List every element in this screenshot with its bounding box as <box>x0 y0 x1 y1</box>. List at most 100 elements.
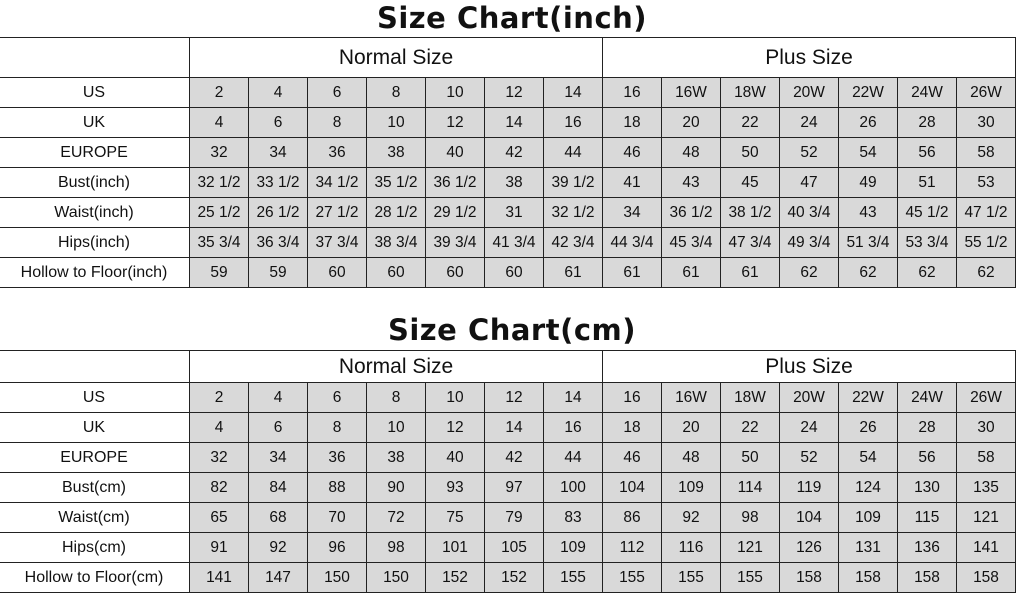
size-cell: 14 <box>543 77 603 108</box>
size-cell: 10 <box>366 412 426 443</box>
size-cell: 40 3/4 <box>779 197 839 228</box>
size-cell: 18 <box>602 412 662 443</box>
size-cell: 52 <box>779 137 839 168</box>
size-cell: 58 <box>956 442 1016 473</box>
size-cell: 53 3/4 <box>897 227 957 258</box>
size-cell: 121 <box>956 502 1016 533</box>
size-cell: 104 <box>602 472 662 503</box>
size-cell: 8 <box>307 107 367 138</box>
size-cell: 61 <box>543 257 603 288</box>
size-cell: 75 <box>425 502 485 533</box>
size-cell: 22W <box>838 382 898 413</box>
blank-corner-cell <box>0 350 190 383</box>
size-cell: 135 <box>956 472 1016 503</box>
row-label: EUROPE <box>0 137 190 168</box>
size-cell: 18W <box>720 382 780 413</box>
size-cell: 45 <box>720 167 780 198</box>
size-cell: 10 <box>425 77 485 108</box>
size-cell: 38 <box>366 442 426 473</box>
size-cell: 50 <box>720 442 780 473</box>
size-cell: 43 <box>838 197 898 228</box>
size-cell: 6 <box>307 77 367 108</box>
size-cell: 14 <box>484 107 544 138</box>
size-cell: 38 <box>484 167 544 198</box>
size-cell: 16 <box>543 412 603 443</box>
size-cell: 12 <box>484 382 544 413</box>
size-cell: 158 <box>897 562 957 593</box>
size-cell: 35 3/4 <box>189 227 249 258</box>
size-cell: 18 <box>602 107 662 138</box>
table-row: Hollow to Floor(cm) 141 147 150 150 152 152 155… <box>0 562 1016 593</box>
row-label: Waist(cm) <box>0 502 190 533</box>
size-cell: 26 <box>838 107 898 138</box>
size-cell: 141 <box>956 532 1016 563</box>
size-cell: 88 <box>307 472 367 503</box>
size-cell: 61 <box>602 257 662 288</box>
plus-size-header: Plus Size <box>602 350 1016 383</box>
size-cell: 59 <box>189 257 249 288</box>
size-cell: 119 <box>779 472 839 503</box>
size-cell: 115 <box>897 502 957 533</box>
size-cell: 68 <box>248 502 308 533</box>
size-cell: 150 <box>307 562 367 593</box>
size-cell: 16W <box>661 77 721 108</box>
size-cell: 22W <box>838 77 898 108</box>
size-cell: 42 3/4 <box>543 227 603 258</box>
size-cell: 116 <box>661 532 721 563</box>
row-label: UK <box>0 412 190 443</box>
size-cell: 4 <box>189 107 249 138</box>
group-header-row: Normal Size Plus Size <box>0 350 1016 383</box>
size-cell: 20 <box>661 107 721 138</box>
size-cell: 48 <box>661 137 721 168</box>
size-cell: 150 <box>366 562 426 593</box>
size-cell: 114 <box>720 472 780 503</box>
size-cell: 62 <box>897 257 957 288</box>
size-cell: 36 <box>307 137 367 168</box>
size-cell: 35 1/2 <box>366 167 426 198</box>
size-cell: 61 <box>720 257 780 288</box>
size-cell: 60 <box>484 257 544 288</box>
blank-corner-cell <box>0 37 190 78</box>
size-cell: 97 <box>484 472 544 503</box>
table-row: US 2 4 6 8 10 12 14 16 16W 18W 20W 22W 24W 26W <box>0 382 1016 413</box>
size-cell: 86 <box>602 502 662 533</box>
size-cell: 59 <box>248 257 308 288</box>
size-cell: 54 <box>838 442 898 473</box>
row-label: Hips(inch) <box>0 227 190 258</box>
size-cell: 155 <box>720 562 780 593</box>
size-cell: 39 1/2 <box>543 167 603 198</box>
size-cell: 26W <box>956 77 1016 108</box>
row-label: Hips(cm) <box>0 532 190 563</box>
size-cell: 152 <box>425 562 485 593</box>
size-cell: 26W <box>956 382 1016 413</box>
size-cell: 38 3/4 <box>366 227 426 258</box>
size-cell: 60 <box>366 257 426 288</box>
size-cell: 16 <box>602 382 662 413</box>
size-cell: 93 <box>425 472 485 503</box>
size-cell: 101 <box>425 532 485 563</box>
size-cell: 8 <box>366 382 426 413</box>
size-cell: 28 <box>897 107 957 138</box>
size-cell: 24W <box>897 382 957 413</box>
row-label: Hollow to Floor(cm) <box>0 562 190 593</box>
size-cell: 48 <box>661 442 721 473</box>
size-cell: 109 <box>838 502 898 533</box>
size-cell: 60 <box>425 257 485 288</box>
size-cell: 4 <box>248 382 308 413</box>
size-cell: 46 <box>602 442 662 473</box>
size-cell: 34 <box>602 197 662 228</box>
size-cell: 28 1/2 <box>366 197 426 228</box>
size-cell: 49 3/4 <box>779 227 839 258</box>
size-cell: 44 3/4 <box>602 227 662 258</box>
row-label: US <box>0 382 190 413</box>
size-cell: 51 <box>897 167 957 198</box>
size-cell: 155 <box>543 562 603 593</box>
size-cell: 14 <box>484 412 544 443</box>
size-cell: 36 <box>307 442 367 473</box>
size-cell: 16 <box>543 107 603 138</box>
size-cell: 92 <box>661 502 721 533</box>
size-cell: 96 <box>307 532 367 563</box>
size-cell: 136 <box>897 532 957 563</box>
cm-size-table: Normal Size Plus Size US 2 4 6 8 10 12 14 16 16W 18W… <box>0 350 1016 593</box>
size-cell: 6 <box>307 382 367 413</box>
